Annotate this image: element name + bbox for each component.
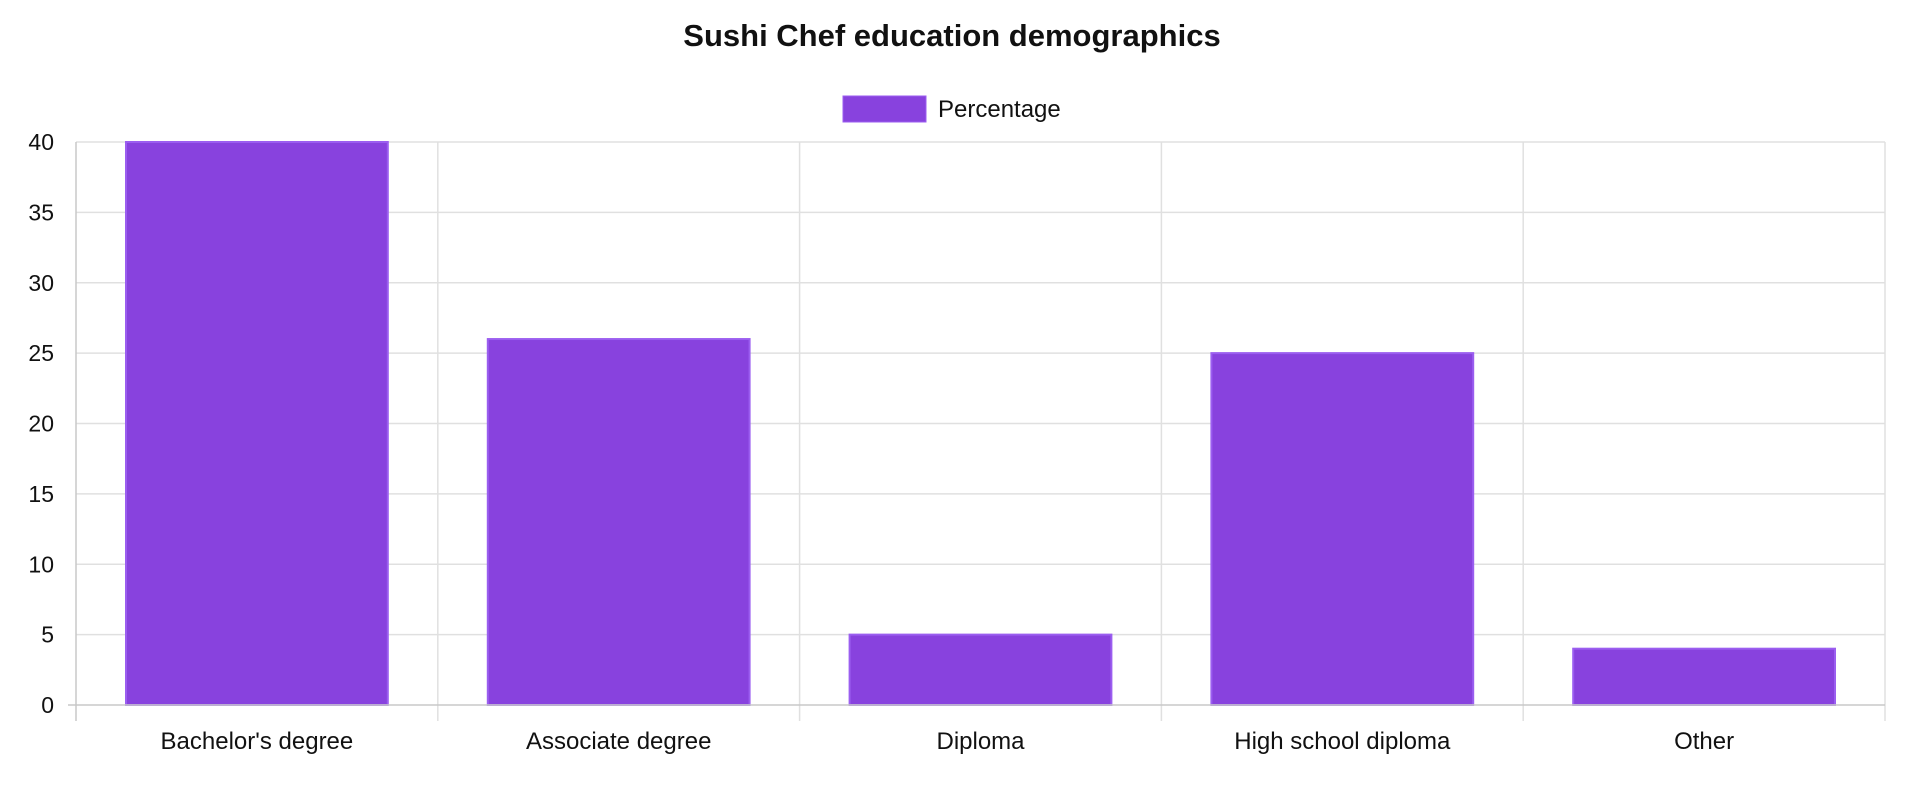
y-tick-label: 30 [28,270,54,296]
x-tick-label: Associate degree [526,728,711,755]
axes [68,142,1885,721]
y-tick-label: 25 [28,340,54,366]
x-tick-label: Bachelor's degree [161,728,354,755]
bar[interactable] [1210,352,1475,706]
bar[interactable] [125,141,389,706]
x-tick-label: Other [1674,728,1734,755]
y-tick-label: 10 [28,551,54,577]
x-axis-ticks: Bachelor's degree Associate degree Diploma… [161,728,1735,755]
chart-title: Sushi Chef education demographics [683,18,1220,53]
y-tick-label: 5 [41,622,54,648]
y-axis-ticks: 0 5 10 15 20 25 30 35 40 [28,129,54,718]
bar[interactable] [1572,647,1836,707]
y-tick-label: 15 [28,481,54,507]
y-tick-label: 35 [28,199,54,225]
bar[interactable] [848,633,1113,706]
y-tick-label: 40 [28,129,54,155]
x-tick-label: Diploma [936,728,1025,755]
y-tick-label: 20 [28,411,54,437]
x-tick-label: High school diploma [1234,728,1451,755]
bars [125,141,1836,707]
y-tick-label: 0 [41,692,54,718]
legend[interactable]: Percentage [842,95,1061,123]
bar[interactable] [486,338,751,706]
legend-swatch [842,95,927,123]
legend-label: Percentage [938,96,1061,123]
